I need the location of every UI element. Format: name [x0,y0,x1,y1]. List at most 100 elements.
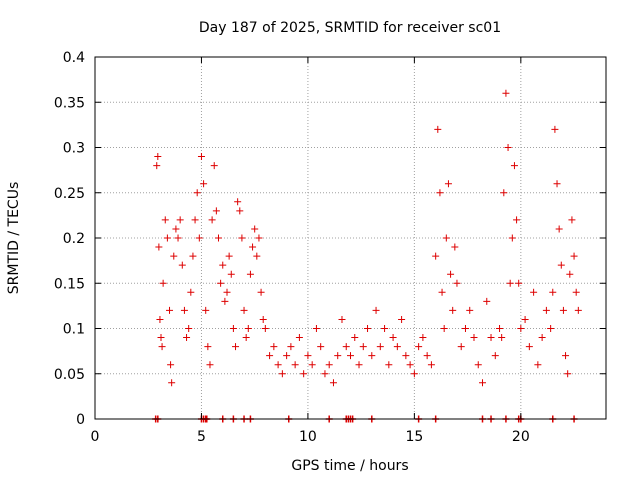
data-point [255,234,263,242]
data-point [163,234,171,242]
data-point [525,343,533,351]
x-tick-label: 0 [91,429,100,445]
data-point [204,343,212,351]
data-point [483,297,491,305]
data-point [159,279,167,287]
data-point [208,216,216,224]
data-point [221,297,229,305]
data-point [300,370,308,378]
data-point [381,325,389,332]
data-point [154,153,162,161]
data-point [153,162,161,170]
data-point [508,234,516,242]
data-point [547,325,555,332]
data-point [442,234,450,242]
data-point [434,125,442,133]
data-point [223,288,231,296]
data-point [504,144,512,151]
data-point [406,361,414,369]
data-point [461,325,469,332]
data-point [238,234,246,242]
data-point [195,234,203,242]
data-point [155,243,163,251]
data-point [393,343,401,351]
data-point [570,252,578,260]
data-point [180,306,188,314]
data-point [259,315,267,323]
data-point [515,279,523,287]
data-point [170,252,178,260]
data-point [338,315,346,323]
data-point [176,216,184,224]
data-point [351,334,359,342]
data-point [549,288,557,296]
data-point [559,306,567,314]
data-point [270,343,278,351]
data-point [402,352,410,360]
data-point [410,370,418,378]
data-point [229,325,237,332]
data-point [553,180,561,188]
data-point [440,325,448,332]
data-point [227,270,235,278]
data-point [438,288,446,296]
x-tick-label: 15 [405,429,423,445]
y-tick-label: 0.35 [54,95,85,111]
data-point [427,361,435,369]
data-point [502,89,510,97]
data-point [557,261,565,269]
data-point [389,334,397,342]
data-point [385,361,393,369]
data-point [566,270,574,278]
data-point [244,325,252,332]
data-point [253,252,261,260]
data-point [187,288,195,296]
data-point [185,325,193,332]
data-point [312,325,320,332]
data-point [202,306,210,314]
y-tick-label: 0.3 [63,141,85,157]
data-point [364,325,372,332]
data-point [510,162,518,170]
data-point [172,225,180,233]
data-point [291,361,299,369]
data-point [156,315,164,323]
data-point [474,361,482,369]
x-axis-ticks: 0 5 10 15 20 [91,57,530,445]
data-point [321,370,329,378]
data-point [257,288,265,296]
data-point [574,306,582,314]
y-tick-label: 0.4 [63,50,85,66]
data-point [342,343,350,351]
data-point [234,198,242,206]
data-point [423,352,431,360]
data-point [368,352,376,360]
data-point [178,261,186,269]
data-point [304,352,312,360]
data-point [212,207,220,215]
data-point [232,343,240,351]
y-tick-label: 0.25 [54,186,85,202]
data-point [183,334,191,342]
data-point [210,162,218,170]
data-point [496,325,504,332]
data-point [251,225,259,233]
data-point [214,234,222,242]
data-point [517,325,525,332]
data-point [447,270,455,278]
data-point [317,343,325,351]
data-point [457,343,465,351]
data-point [240,306,248,314]
data-points [153,89,582,387]
data-point [466,306,474,314]
x-axis-label: GPS time / hours [291,458,408,474]
data-point [174,234,182,242]
data-point [521,315,529,323]
data-point [359,343,367,351]
data-point [166,306,174,314]
data-point [432,252,440,260]
data-point [283,352,291,360]
y-tick-label: 0.15 [54,276,85,292]
data-point [325,361,333,369]
